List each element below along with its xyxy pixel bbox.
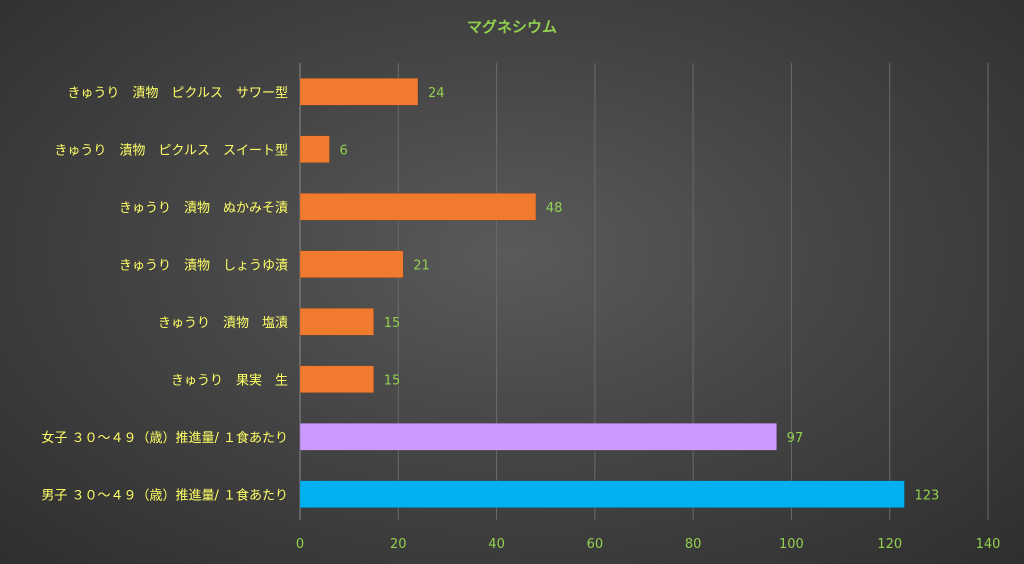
bar [299,308,374,336]
category-label: きゅうり 漬物 ぬかみそ漬 [119,201,288,216]
data-label: 21 [413,258,430,273]
category-label: きゅうり 漬物 塩漬 [158,316,288,331]
bar [299,365,374,393]
x-tick-label: 60 [587,537,604,552]
bar [299,193,537,221]
bar [299,480,905,508]
gridlines [299,63,989,520]
bar [299,135,330,163]
x-tick-label: 20 [390,537,407,552]
data-label: 123 [914,488,939,503]
category-label: きゅうり 漬物 ピクルス サワー型 [67,86,288,101]
x-tick-label: 40 [488,537,505,552]
x-tick-label: 100 [779,537,804,552]
data-label: 24 [428,86,445,101]
data-label: 6 [339,143,347,158]
data-label: 15 [384,316,401,331]
chart-title: マグネシウム [467,18,557,36]
data-label: 97 [787,431,804,446]
x-axis: 0 20 40 60 80 100 120 140 [296,63,1001,552]
x-tick-label: 0 [296,537,304,552]
data-label: 15 [384,373,401,388]
x-tick-label: 140 [976,537,1001,552]
category-label: きゅうり 果実 生 [171,372,288,388]
x-tick-label: 80 [685,537,702,552]
category-label: きゅうり 漬物 ピクルス スイート型 [54,143,288,158]
category-label: 女子 ３０～４９（歳）推進量/ １食あたり [41,430,288,446]
category-label: きゅうり 漬物 しょうゆ漬 [119,258,288,273]
bars: 24 6 48 21 15 15 97 123 [299,78,939,508]
bar [299,423,777,451]
data-label: 48 [546,201,563,216]
category-label: 男子 ３０～４９（歳）推進量/ １食あたり [41,487,288,503]
bar [299,78,419,106]
bar [299,250,404,278]
x-tick-label: 120 [877,537,902,552]
